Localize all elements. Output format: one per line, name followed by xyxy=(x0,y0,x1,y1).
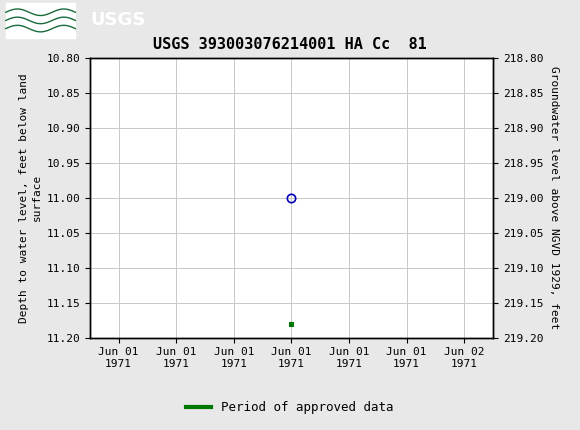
FancyBboxPatch shape xyxy=(6,3,75,37)
Text: USGS 393003076214001 HA Cc  81: USGS 393003076214001 HA Cc 81 xyxy=(153,37,427,52)
Text: USGS: USGS xyxy=(90,12,145,29)
Y-axis label: Groundwater level above NGVD 1929, feet: Groundwater level above NGVD 1929, feet xyxy=(549,66,559,329)
Y-axis label: Depth to water level, feet below land
surface: Depth to water level, feet below land su… xyxy=(19,73,42,322)
Legend: Period of approved data: Period of approved data xyxy=(181,396,399,419)
